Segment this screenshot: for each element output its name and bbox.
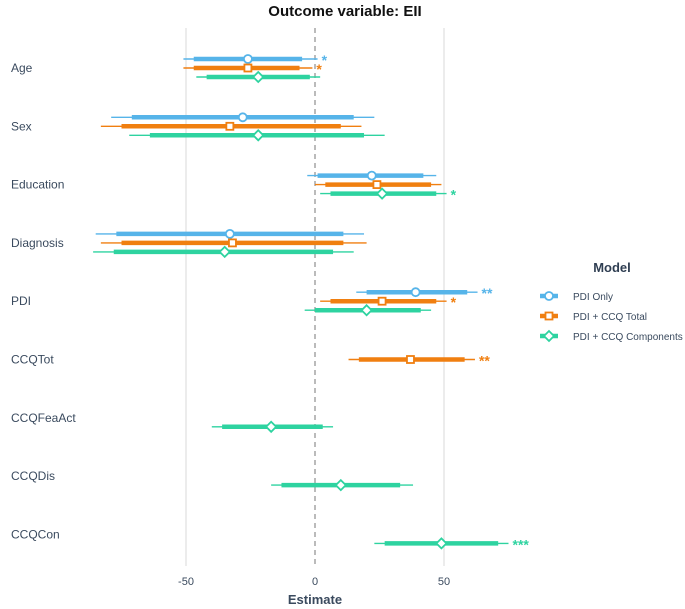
legend-label: PDI + CCQ Total <box>573 312 647 323</box>
estimate-point-education <box>375 187 389 200</box>
estimate-point-ccqfeaact <box>264 420 278 434</box>
significance-label: * <box>316 61 322 77</box>
significance-label: * <box>451 187 457 203</box>
series-1: **** <box>100 61 490 369</box>
estimate-point-education <box>366 170 377 181</box>
estimate-point-ccqdis <box>334 478 348 492</box>
legend-key-marker <box>544 291 554 301</box>
x-axis-label: Estimate <box>288 592 342 607</box>
y-label-ccqcon: CCQCon <box>11 527 60 541</box>
series-2: **** <box>93 70 530 552</box>
series-0: *** <box>95 52 493 301</box>
y-axis-labels: Age Sex Education Diagnosis PDI CCQTot CCQFeaA… <box>11 61 76 541</box>
estimate-point-ccqtot <box>406 355 415 364</box>
y-label-ccqfeaact: CCQFeaAct <box>11 411 76 425</box>
legend-title: Model <box>593 260 631 275</box>
estimate-point-ccqcon <box>435 537 448 550</box>
y-label-ccqdis: CCQDis <box>11 469 55 483</box>
legend: Model PDI Only PDI + CCQ Total PDI + CCQ C… <box>540 260 683 343</box>
legend-key-marker <box>542 329 556 343</box>
y-label-sex: Sex <box>11 119 32 133</box>
estimate-point-pdi <box>377 296 387 306</box>
legend-item-2: PDI + CCQ Components <box>540 329 683 343</box>
estimate-point-pdi <box>410 287 421 298</box>
estimate-point-age <box>251 70 265 84</box>
significance-label: ** <box>479 353 490 369</box>
significance-label: * <box>451 294 457 310</box>
series-marks: *********** <box>93 52 529 552</box>
estimate-point-diagnosis <box>228 238 237 248</box>
legend-item-0: PDI Only <box>540 291 613 303</box>
x-tick-label: 0 <box>312 576 318 588</box>
legend-key-marker <box>544 311 554 321</box>
y-label-ccqtot: CCQTot <box>11 353 54 367</box>
y-label-age: Age <box>11 61 33 75</box>
legend-item-1: PDI + CCQ Total <box>540 311 647 323</box>
estimate-point-diagnosis <box>218 245 231 259</box>
x-tick-label: 50 <box>438 576 450 588</box>
x-axis-ticks: -50 0 50 <box>178 576 450 588</box>
estimate-point-age <box>243 54 253 64</box>
legend-label: PDI + CCQ Components <box>573 332 683 343</box>
y-label-education: Education <box>11 178 64 192</box>
significance-label: ** <box>482 285 493 301</box>
y-label-pdi: PDI <box>11 294 31 308</box>
chart-title: Outcome variable: EII <box>268 3 421 20</box>
estimate-point-education <box>372 180 382 190</box>
significance-label: *** <box>513 536 530 552</box>
estimate-point-sex <box>251 129 265 142</box>
estimate-point-sex <box>225 121 235 131</box>
estimate-point-sex <box>237 112 248 123</box>
significance-label: * <box>322 52 328 68</box>
estimate-point-pdi <box>360 303 373 317</box>
estimate-point-diagnosis <box>224 228 235 239</box>
legend-label: PDI Only <box>573 292 613 303</box>
x-tick-label: -50 <box>178 576 194 588</box>
estimate-point-age <box>243 63 253 73</box>
y-label-diagnosis: Diagnosis <box>11 236 64 250</box>
